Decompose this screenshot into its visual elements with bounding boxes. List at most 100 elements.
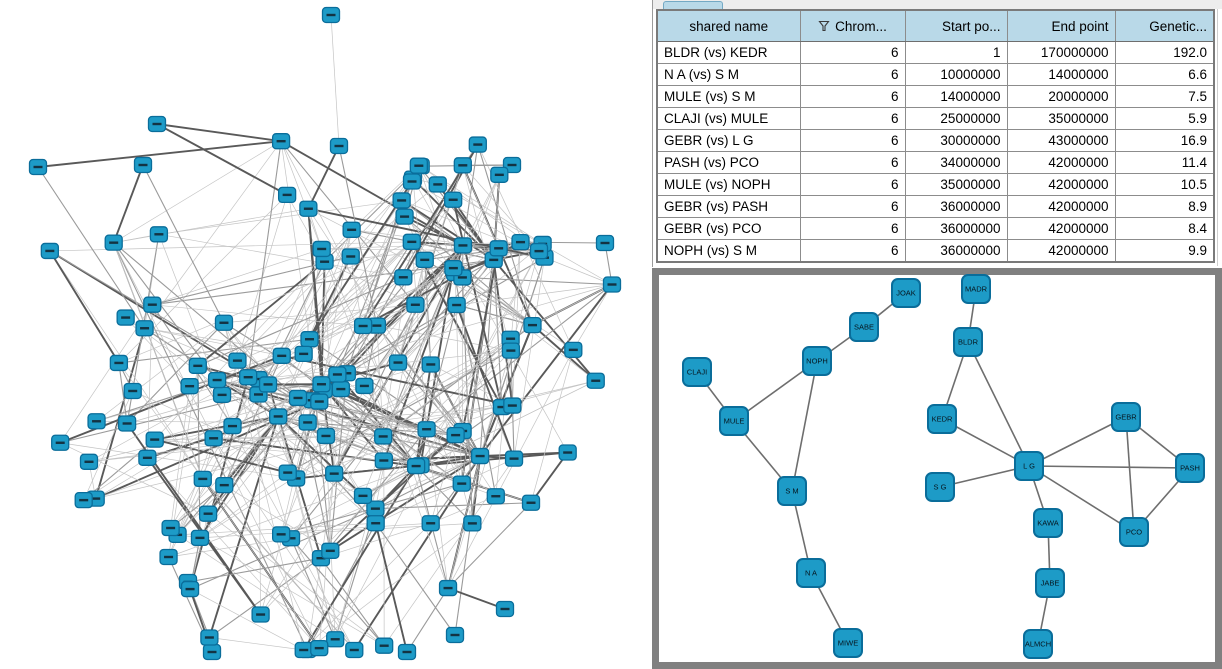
network-node[interactable] [215, 477, 234, 494]
network-node[interactable] [188, 357, 207, 374]
network-node[interactable] [212, 386, 232, 404]
network-node[interactable] [503, 397, 522, 414]
network-node[interactable] [228, 352, 247, 369]
node-s-g[interactable]: S G [925, 472, 955, 502]
table-cell[interactable]: MULE (vs) S M [656, 85, 801, 108]
table-cell[interactable]: 9.9 [1114, 239, 1215, 263]
network-node[interactable] [288, 389, 308, 407]
network-node[interactable] [438, 579, 458, 597]
table-cell[interactable]: 42000000 [1006, 151, 1116, 174]
node-kawa[interactable]: KAWA [1033, 508, 1063, 538]
node-jabe[interactable]: JABE [1035, 568, 1065, 598]
table-cell[interactable]: 6 [799, 63, 906, 86]
network-node[interactable] [374, 452, 393, 469]
table-cell[interactable]: N A (vs) S M [656, 63, 801, 86]
network-node[interactable] [355, 377, 374, 395]
network-node[interactable] [452, 475, 471, 492]
network-node[interactable] [294, 641, 313, 659]
network-node[interactable] [271, 133, 291, 150]
network-node[interactable] [298, 414, 317, 431]
node-noph[interactable]: NOPH [802, 346, 832, 376]
table-cell[interactable]: 42000000 [1006, 173, 1116, 196]
table-cell[interactable]: 6.6 [1114, 63, 1215, 86]
network-node[interactable] [329, 137, 349, 155]
node-s-m[interactable]: S M [777, 476, 807, 506]
table-cell[interactable]: 16.9 [1114, 129, 1215, 152]
network-node[interactable] [149, 226, 169, 243]
network-node[interactable] [353, 487, 373, 504]
table-cell[interactable]: 35000000 [904, 173, 1008, 196]
network-node[interactable] [190, 529, 210, 547]
table-cell[interactable]: 6 [799, 173, 906, 196]
table-cell[interactable]: 42000000 [1006, 217, 1116, 240]
node-madr[interactable]: MADR [961, 274, 991, 304]
network-node[interactable] [453, 157, 472, 174]
column-header-end-point[interactable]: End point [1006, 9, 1116, 42]
table-cell[interactable]: 6 [799, 129, 906, 152]
table-cell[interactable]: 36000000 [904, 217, 1008, 240]
column-header-chrom-[interactable]: Chrom... [799, 9, 906, 42]
network-node[interactable] [453, 237, 473, 254]
network-node[interactable] [558, 444, 577, 461]
network-node[interactable] [409, 157, 428, 174]
network-node[interactable] [564, 341, 583, 359]
network-node[interactable] [223, 417, 242, 435]
table-cell[interactable]: CLAJI (vs) MULE [656, 107, 801, 130]
network-node[interactable] [415, 251, 434, 268]
network-node[interactable] [490, 166, 509, 183]
table-cell[interactable]: 30000000 [904, 129, 1008, 152]
network-node[interactable] [316, 427, 336, 445]
table-cell[interactable]: 6 [799, 85, 906, 108]
table-cell[interactable]: 36000000 [904, 195, 1008, 218]
network-node[interactable] [421, 515, 440, 532]
table-cell[interactable]: 6 [799, 217, 906, 240]
network-node[interactable] [202, 643, 222, 661]
table-cell[interactable]: 6 [799, 107, 906, 130]
table-cell[interactable]: 6 [799, 41, 906, 64]
node-pco[interactable]: PCO [1119, 517, 1149, 547]
table-cell[interactable]: 8.9 [1114, 195, 1215, 218]
table-cell[interactable]: 10.5 [1114, 173, 1215, 196]
table-cell[interactable]: 10000000 [904, 63, 1008, 86]
node-gebr[interactable]: GEBR [1111, 402, 1141, 432]
network-node[interactable] [310, 639, 329, 657]
network-node[interactable] [486, 488, 505, 505]
network-node[interactable] [392, 192, 411, 209]
network-node[interactable] [299, 200, 318, 217]
network-node[interactable] [402, 233, 421, 250]
table-cell[interactable]: 14000000 [904, 85, 1008, 108]
panel-splitter[interactable] [652, 0, 653, 267]
network-node[interactable] [504, 450, 524, 467]
network-node[interactable] [214, 314, 234, 331]
table-cell[interactable]: 5.9 [1114, 107, 1215, 130]
network-node[interactable] [595, 234, 615, 252]
column-header-shared-name[interactable]: shared name [656, 9, 801, 42]
network-node[interactable] [123, 382, 142, 400]
node-miwe[interactable]: MIWE [833, 628, 863, 658]
table-cell[interactable]: NOPH (vs) S M [656, 239, 801, 263]
node-n-a[interactable]: N A [796, 558, 826, 588]
network-node[interactable] [277, 186, 297, 204]
node-mule[interactable]: MULE [719, 406, 749, 436]
column-header-start-po-[interactable]: Start po... [904, 9, 1008, 42]
network-node[interactable] [180, 378, 199, 395]
network-node[interactable] [447, 296, 466, 314]
overview-network-canvas[interactable] [0, 0, 652, 669]
network-node[interactable] [345, 641, 364, 659]
table-cell[interactable]: 42000000 [1006, 195, 1116, 218]
network-node[interactable] [470, 447, 490, 465]
network-node[interactable] [161, 519, 180, 537]
column-header-genetic-[interactable]: Genetic... [1114, 9, 1215, 42]
network-node[interactable] [135, 320, 154, 337]
network-node[interactable] [51, 434, 70, 451]
table-cell[interactable]: 11.4 [1114, 151, 1215, 174]
network-node[interactable] [147, 115, 167, 133]
network-node[interactable] [501, 342, 521, 359]
network-node[interactable] [294, 345, 313, 363]
filter-icon[interactable] [818, 20, 830, 32]
table-cell[interactable]: 25000000 [904, 107, 1008, 130]
node-kedr[interactable]: KEDR [927, 404, 957, 434]
network-node[interactable] [586, 372, 605, 389]
network-node[interactable] [258, 376, 278, 393]
node-almch[interactable]: ALMCH [1023, 629, 1053, 659]
